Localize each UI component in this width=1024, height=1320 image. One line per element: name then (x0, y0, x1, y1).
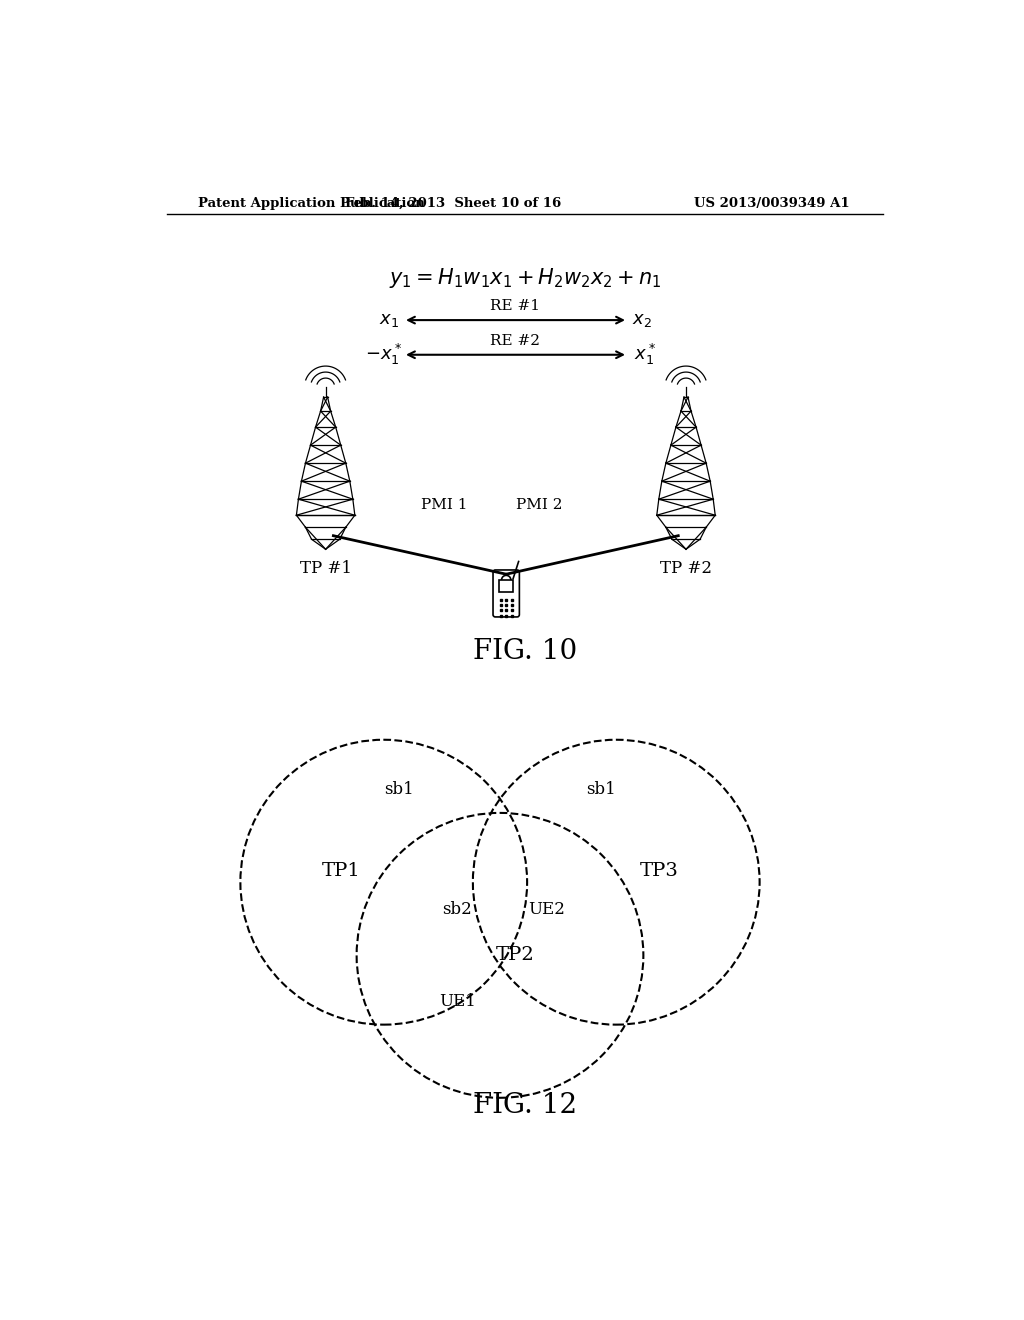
Text: sb1: sb1 (384, 781, 414, 799)
Text: $x_1^*$: $x_1^*$ (634, 342, 656, 367)
FancyBboxPatch shape (493, 570, 519, 616)
Text: sb1: sb1 (586, 781, 615, 799)
Text: $y_1 = H_1w_1x_1 + H_2w_2x_2 + n_1$: $y_1 = H_1w_1x_1 + H_2w_2x_2 + n_1$ (389, 265, 660, 290)
Text: UE1: UE1 (439, 993, 476, 1010)
Text: PMI 2: PMI 2 (515, 498, 562, 512)
Bar (500, 579, 513, 591)
Text: TP2: TP2 (496, 946, 535, 965)
Text: Feb. 14, 2013  Sheet 10 of 16: Feb. 14, 2013 Sheet 10 of 16 (345, 197, 561, 210)
Text: TP #1: TP #1 (300, 560, 351, 577)
Text: TP3: TP3 (639, 862, 678, 879)
Text: US 2013/0039349 A1: US 2013/0039349 A1 (693, 197, 849, 210)
Text: FIG. 12: FIG. 12 (473, 1092, 577, 1119)
Text: RE #1: RE #1 (490, 300, 541, 313)
Text: sb2: sb2 (442, 900, 472, 917)
Text: TP1: TP1 (322, 862, 360, 879)
Text: Patent Application Publication: Patent Application Publication (198, 197, 425, 210)
Text: FIG. 10: FIG. 10 (473, 638, 577, 665)
Text: $-x_1^*$: $-x_1^*$ (366, 342, 402, 367)
Text: RE #2: RE #2 (490, 334, 541, 348)
Text: TP #2: TP #2 (660, 560, 712, 577)
Text: $x_2$: $x_2$ (632, 312, 651, 329)
Text: UE2: UE2 (528, 900, 565, 917)
Text: PMI 1: PMI 1 (421, 498, 467, 512)
Text: $x_1$: $x_1$ (379, 312, 399, 329)
